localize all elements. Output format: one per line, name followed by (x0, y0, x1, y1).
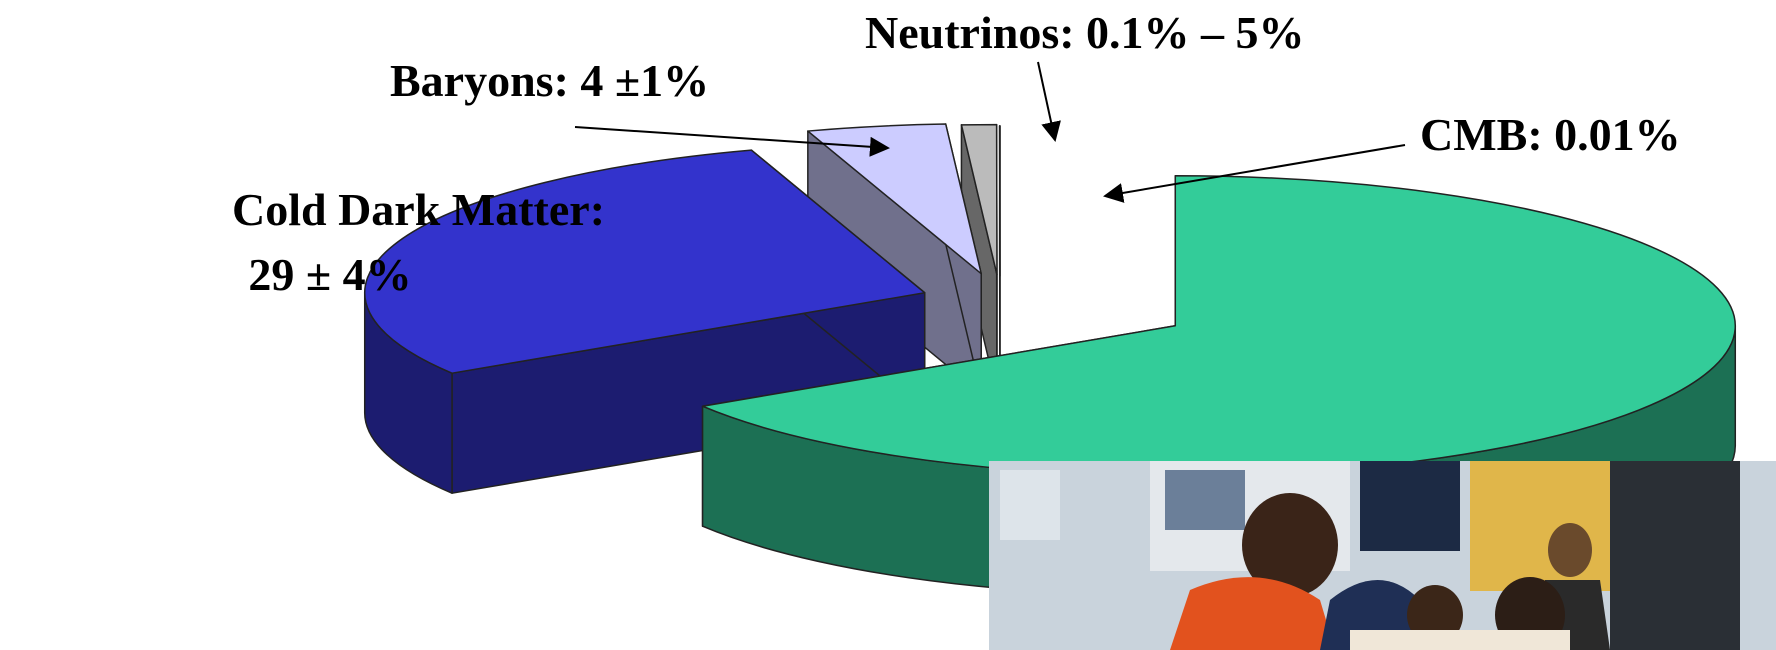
slice-label-group: Neutrinos: 0.1% – 5% (865, 7, 1305, 58)
photo-inset (989, 461, 1776, 650)
slice-label: Cold Dark Matter: (232, 184, 605, 235)
arrow (1103, 144, 1406, 203)
arrow (1037, 61, 1061, 142)
slice (363, 149, 926, 494)
slice-label: Neutrinos: (865, 7, 1075, 58)
slice-top (363, 149, 926, 374)
slice-label-group: Baryons: 4 ±1% (390, 55, 709, 106)
slice-top (960, 123, 998, 276)
slice (960, 123, 998, 396)
slice-label: CMB: (1420, 109, 1543, 160)
value-label: 4 ±1% (580, 55, 709, 106)
slice-top (807, 123, 982, 275)
value-label: 29 ± 4% (248, 249, 411, 300)
slice (807, 123, 982, 395)
value-label: 0.1% – 5% (1086, 7, 1305, 58)
value-label: 0.01% (1554, 109, 1681, 160)
slice-label: Baryons: (390, 55, 569, 106)
slice-top (701, 175, 1736, 477)
arrow (574, 126, 890, 157)
slice-label-group: CMB: 0.01% (1420, 109, 1681, 160)
